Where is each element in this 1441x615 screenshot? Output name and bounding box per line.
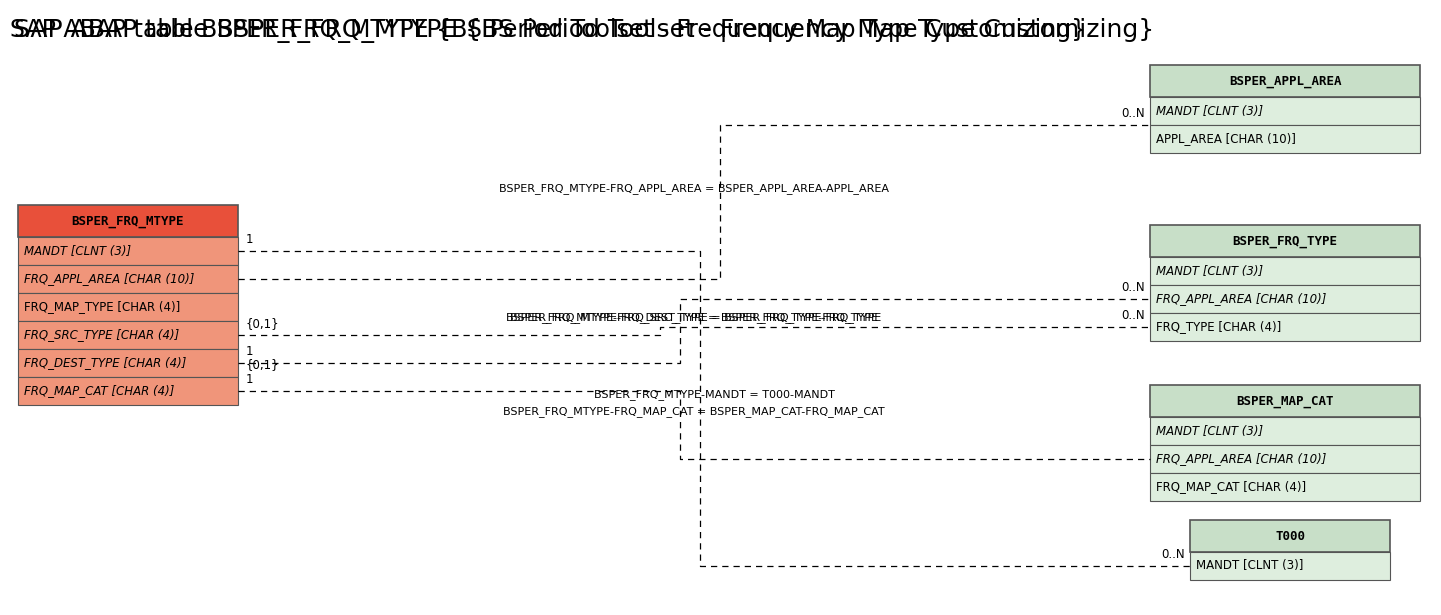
Text: BSPER_FRQ_MTYPE: BSPER_FRQ_MTYPE	[72, 215, 184, 228]
Bar	[1150, 445, 1419, 473]
Text: FRQ_MAP_CAT [CHAR (4)]: FRQ_MAP_CAT [CHAR (4)]	[1156, 480, 1306, 493]
Text: FRQ_TYPE [CHAR (4)]: FRQ_TYPE [CHAR (4)]	[1156, 320, 1281, 333]
Text: BSPER_FRQ_MTYPE-FRQ_DEST_TYPE = BSPER_FRQ_TYPE-FRQ_TYPE: BSPER_FRQ_MTYPE-FRQ_DEST_TYPE = BSPER_FR…	[506, 312, 882, 323]
Text: SAP ABAP table BSPER_FRQ_MTYPE {BS Period Toolset - Frequency Map Type Customizi: SAP ABAP table BSPER_FRQ_MTYPE {BS Perio…	[10, 17, 1087, 42]
Text: BSPER_MAP_CAT: BSPER_MAP_CAT	[1236, 394, 1334, 408]
Text: BSPER_FRQ_MTYPE-FRQ_SRC_TYPE = BSPER_FRQ_TYPE-FRQ_TYPE: BSPER_FRQ_MTYPE-FRQ_SRC_TYPE = BSPER_FRQ…	[510, 312, 878, 323]
Bar	[17, 349, 238, 377]
Text: FRQ_MAP_TYPE [CHAR (4)]: FRQ_MAP_TYPE [CHAR (4)]	[24, 301, 180, 314]
Text: BSPER_APPL_AREA: BSPER_APPL_AREA	[1229, 74, 1342, 87]
Bar	[1150, 97, 1419, 125]
Text: T000: T000	[1275, 530, 1306, 542]
Text: BSPER_FRQ_MTYPE-MANDT = T000-MANDT: BSPER_FRQ_MTYPE-MANDT = T000-MANDT	[594, 389, 834, 400]
Text: 0..N: 0..N	[1121, 281, 1146, 294]
Text: MANDT [CLNT (3)]: MANDT [CLNT (3)]	[24, 245, 131, 258]
Text: FRQ_DEST_TYPE [CHAR (4)]: FRQ_DEST_TYPE [CHAR (4)]	[24, 357, 186, 370]
Text: 0..N: 0..N	[1121, 107, 1146, 120]
Text: 1: 1	[246, 345, 254, 358]
Text: FRQ_MAP_CAT [CHAR (4)]: FRQ_MAP_CAT [CHAR (4)]	[24, 384, 174, 397]
Text: SAP ABAP table BSPER_FRQ_MTYPE {BS Period Toolset - Frequency Map Type Customizi: SAP ABAP table BSPER_FRQ_MTYPE {BS Perio…	[14, 18, 1154, 44]
Text: MANDT [CLNT (3)]: MANDT [CLNT (3)]	[1156, 264, 1264, 277]
Bar	[1190, 520, 1391, 552]
Text: 0..N: 0..N	[1161, 548, 1185, 561]
Bar	[17, 237, 238, 265]
Bar	[1150, 225, 1419, 257]
Text: {0,1}
1: {0,1} 1	[246, 358, 280, 386]
Text: FRQ_APPL_AREA [CHAR (10)]: FRQ_APPL_AREA [CHAR (10)]	[1156, 453, 1326, 466]
Bar	[1190, 552, 1391, 580]
Bar	[1150, 125, 1419, 153]
Text: FRQ_APPL_AREA [CHAR (10)]: FRQ_APPL_AREA [CHAR (10)]	[1156, 293, 1326, 306]
Bar	[17, 265, 238, 293]
Bar	[1150, 285, 1419, 313]
Bar	[1150, 385, 1419, 417]
Bar	[1150, 65, 1419, 97]
Text: MANDT [CLNT (3)]: MANDT [CLNT (3)]	[1156, 424, 1264, 437]
Text: {0,1}: {0,1}	[246, 317, 280, 330]
Text: 1: 1	[246, 233, 254, 246]
Bar	[17, 205, 238, 237]
Text: BSPER_FRQ_MTYPE-FRQ_APPL_AREA = BSPER_APPL_AREA-APPL_AREA: BSPER_FRQ_MTYPE-FRQ_APPL_AREA = BSPER_AP…	[499, 183, 889, 194]
Text: 0..N: 0..N	[1121, 309, 1146, 322]
Text: MANDT [CLNT (3)]: MANDT [CLNT (3)]	[1156, 105, 1264, 117]
Bar	[1150, 313, 1419, 341]
Bar	[1150, 257, 1419, 285]
Bar	[17, 293, 238, 321]
Bar	[17, 377, 238, 405]
Text: FRQ_APPL_AREA [CHAR (10)]: FRQ_APPL_AREA [CHAR (10)]	[24, 272, 195, 285]
Bar	[1150, 473, 1419, 501]
Text: FRQ_SRC_TYPE [CHAR (4)]: FRQ_SRC_TYPE [CHAR (4)]	[24, 328, 179, 341]
Text: MANDT [CLNT (3)]: MANDT [CLNT (3)]	[1196, 560, 1303, 573]
Text: BSPER_FRQ_MTYPE-FRQ_MAP_CAT = BSPER_MAP_CAT-FRQ_MAP_CAT: BSPER_FRQ_MTYPE-FRQ_MAP_CAT = BSPER_MAP_…	[503, 406, 885, 417]
Text: APPL_AREA [CHAR (10)]: APPL_AREA [CHAR (10)]	[1156, 132, 1295, 146]
Bar	[17, 321, 238, 349]
Bar	[1150, 417, 1419, 445]
Text: BSPER_FRQ_TYPE: BSPER_FRQ_TYPE	[1232, 234, 1337, 247]
